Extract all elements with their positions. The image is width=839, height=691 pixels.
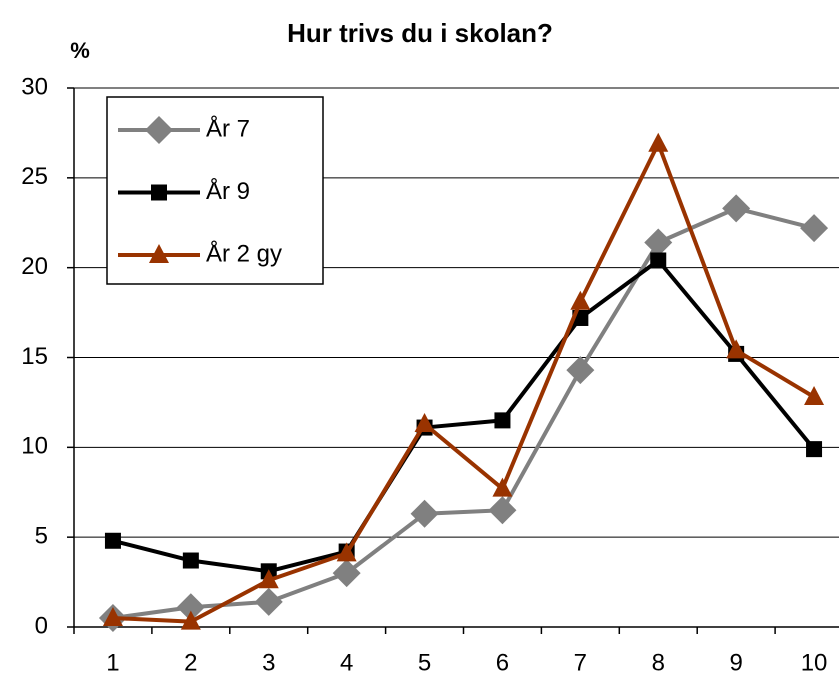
marker [176, 593, 205, 622]
marker [644, 228, 673, 257]
x-tick-label: 10 [801, 649, 828, 676]
legend-label: År 2 gy [206, 239, 282, 267]
x-tick-label: 9 [729, 649, 742, 676]
x-tick-label: 3 [262, 649, 275, 676]
marker [494, 412, 511, 429]
x-tick-label: 1 [106, 649, 119, 676]
marker [180, 610, 201, 630]
y-tick-label: 10 [21, 433, 48, 460]
chart-title: Hur trivs du i skolan? [287, 18, 553, 48]
marker [726, 339, 747, 359]
y-tick-label: 20 [21, 253, 48, 280]
marker [722, 194, 751, 223]
y-tick-label: 15 [21, 343, 48, 370]
marker [102, 607, 123, 627]
x-tick-label: 7 [574, 649, 587, 676]
marker [145, 116, 173, 144]
series-line [112, 258, 816, 574]
series-line [112, 206, 815, 620]
marker [332, 559, 361, 588]
y-tick-label: 0 [35, 612, 48, 639]
marker [336, 542, 357, 562]
marker [149, 244, 169, 263]
marker [488, 496, 517, 525]
y-axis-label: % [70, 38, 90, 63]
marker [800, 214, 829, 243]
y-tick-label: 30 [21, 73, 48, 100]
x-tick-label: 6 [496, 649, 509, 676]
x-tick-label: 5 [418, 649, 431, 676]
x-tick-label: 4 [340, 649, 353, 676]
y-tick-label: 5 [35, 523, 48, 550]
marker [104, 532, 121, 549]
marker [650, 252, 667, 269]
marker [570, 290, 591, 310]
marker [492, 477, 513, 497]
marker [258, 569, 279, 589]
series-line [112, 141, 816, 624]
marker [806, 441, 823, 458]
marker [648, 132, 669, 152]
x-tick-label: 2 [184, 649, 197, 676]
marker [414, 412, 435, 432]
marker [566, 356, 595, 385]
marker [410, 499, 439, 528]
marker [804, 386, 825, 406]
marker [182, 552, 199, 569]
x-tick-label: 8 [652, 649, 665, 676]
legend-label: År 7 [206, 114, 250, 142]
legend-label: År 9 [206, 177, 250, 205]
marker [254, 587, 283, 616]
marker [151, 184, 167, 201]
y-tick-label: 25 [21, 163, 48, 190]
